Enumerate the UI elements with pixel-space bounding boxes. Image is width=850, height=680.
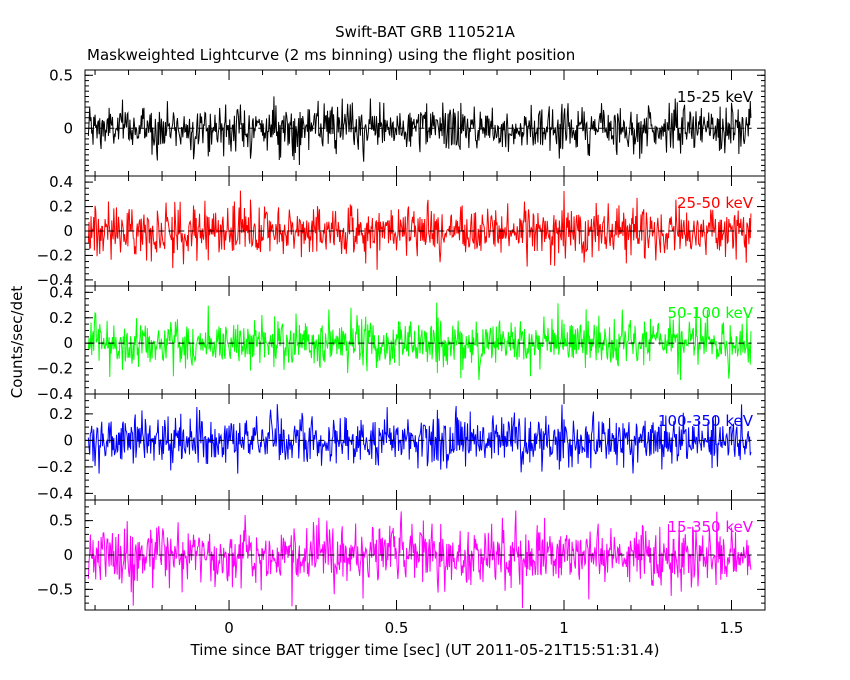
y-tick-label: −0.2 [37,360,73,378]
y-tick-label: 0.4 [49,283,73,301]
x-tick-label: 1 [559,619,569,637]
panel-band-label: 100-350 keV [658,412,754,430]
series-line-5 [87,510,752,609]
x-tick-label: 0.5 [385,619,409,637]
y-tick-label: −0.2 [37,458,73,476]
y-tick-label: 0 [63,546,73,564]
y-tick-label: 0.2 [49,405,73,423]
panel-2: −0.4 −0.2 0 0.2 0.4 25-50 keV [37,173,766,289]
chart-title: Swift-BAT GRB 110521A [335,23,515,41]
y-tick-label: −0.5 [37,580,73,598]
y-tick-label: −0.2 [37,246,73,264]
series-line-1 [87,96,752,165]
panel-band-label: 15-25 keV [677,88,754,106]
y-tick-label: 0 [63,431,73,449]
panel-band-label: 15-350 keV [667,518,753,536]
x-tick-label: 0 [224,619,234,637]
y-tick-label: −0.4 [37,484,73,502]
chart-subtitle: Maskweighted Lightcurve (2 ms binning) u… [87,46,575,64]
panel-3: −0.4 −0.2 0 0.2 0.4 50-100 keV [37,283,766,403]
y-tick-label: 0 [63,334,73,352]
y-tick-label: 0 [63,222,73,240]
y-tick-label: 0.2 [49,309,73,327]
x-tick-label: 1.5 [720,619,744,637]
panel-band-label: 50-100 keV [667,304,753,322]
y-tick-label: 0.4 [49,173,73,191]
y-tick-label: 0.2 [49,198,73,216]
series-line-2 [87,190,752,270]
panel-5: −0.5 0 0.5 15-350 keV [37,499,766,611]
y-tick-label: 0 [63,119,73,137]
panel-band-label: 25-50 keV [677,194,754,212]
x-axis-label: Time since BAT trigger time [sec] (UT 20… [190,641,660,659]
y-axis-label: Counts/sec/det [8,286,26,399]
y-tick-label: −0.4 [37,385,73,403]
panel-frame-1 [84,69,766,177]
y-tick-label: −0.4 [37,271,73,289]
y-tick-label: 0.5 [49,66,73,84]
series-line-3 [87,302,752,381]
panel-4: −0.4 −0.2 0 0.2 100-350 keV [37,393,766,502]
y-tick-label: 0.5 [49,512,73,530]
panel-1: 0 0.5 15-25 keV [49,66,766,177]
panels-group: 00.515-25 keV−0.4−0.200.20.425-50 keV−0.… [37,66,766,637]
series-line-4 [87,404,752,474]
